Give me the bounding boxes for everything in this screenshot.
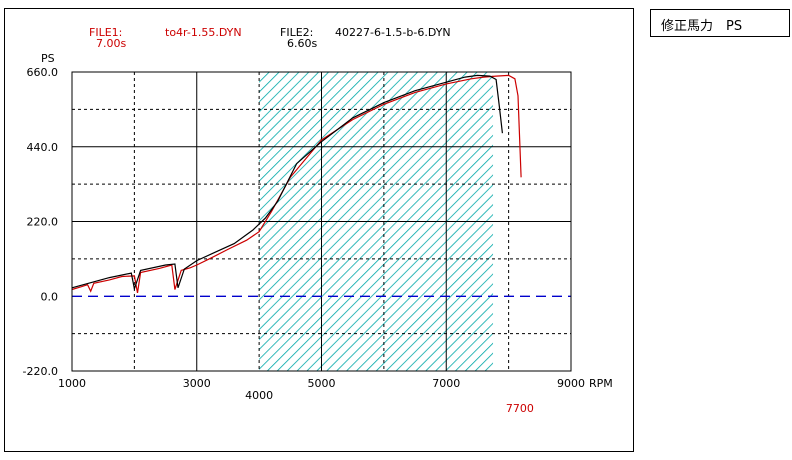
range-start-label: 4000	[245, 389, 273, 402]
y-tick-label: 220.0	[27, 216, 59, 229]
y-axis-label: PS	[41, 52, 55, 65]
file2-label: FILE2:	[280, 26, 313, 39]
series-file2-line	[71, 74, 503, 292]
x-tick-label: 5000	[308, 377, 336, 390]
dyno-chart: FILE1: 7.00s to4r-1.55.DYN FILE2: 6.60s …	[23, 26, 613, 415]
series-lines	[71, 74, 571, 297]
y-tick-label: 440.0	[27, 141, 59, 154]
file1-label: FILE1:	[89, 26, 122, 39]
plot-frame	[71, 71, 572, 372]
file1-time: 7.00s	[96, 37, 126, 50]
file1-name: to4r-1.55.DYN	[165, 26, 242, 39]
side-title-box: 修正馬力 PS	[650, 9, 790, 37]
side-title: 修正馬力 PS	[661, 19, 743, 34]
range-end-label: 7700	[506, 402, 534, 415]
file2-name: 40227-6-1.5-b-6.DYN	[335, 26, 451, 39]
x-axis-label: RPM	[589, 377, 613, 390]
x-tick-label: 3000	[183, 377, 211, 390]
y-tick-label: 0.0	[41, 290, 59, 303]
y-tick-label: -220.0	[23, 365, 58, 378]
file2-time: 6.60s	[287, 37, 317, 50]
grid	[72, 72, 571, 371]
y-tick-label: 660.0	[27, 66, 59, 79]
chart-panel: FILE1: 7.00s to4r-1.55.DYN FILE2: 6.60s …	[4, 8, 634, 452]
x-tick-label: 9000	[557, 377, 585, 390]
x-tick-label: 7000	[432, 377, 460, 390]
x-tick-label: 1000	[58, 377, 86, 390]
series-file1-line	[71, 74, 522, 294]
